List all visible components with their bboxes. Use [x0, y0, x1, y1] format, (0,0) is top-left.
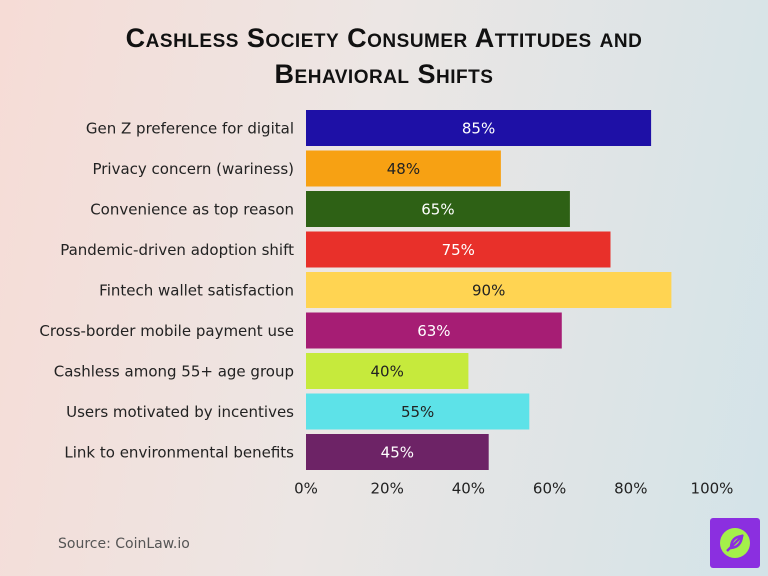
- value-label: 55%: [401, 403, 434, 421]
- y-tick-label: Pandemic-driven adoption shift: [60, 241, 294, 259]
- bar: [306, 434, 489, 470]
- y-tick-label: Fintech wallet satisfaction: [99, 282, 294, 300]
- x-tick-label: 0%: [294, 480, 318, 498]
- value-label: 75%: [442, 241, 475, 259]
- x-tick-label: 100%: [691, 480, 734, 498]
- bar: [306, 231, 611, 268]
- value-label: 85%: [462, 120, 495, 138]
- y-tick-label: Cross-border mobile payment use: [39, 322, 294, 340]
- y-tick-label: Users motivated by incentives: [66, 403, 294, 421]
- y-tick-label: Convenience as top reason: [90, 201, 294, 219]
- bar: [306, 312, 562, 349]
- chart-title: Cashless Society Consumer Attitudes and …: [125, 23, 643, 89]
- value-label: 48%: [387, 160, 420, 178]
- x-tick-label: 40%: [452, 480, 485, 498]
- y-tick-label: Privacy concern (wariness): [92, 160, 294, 178]
- y-tick-label: Link to environmental benefits: [64, 444, 294, 462]
- bar: [306, 353, 469, 389]
- value-label: 90%: [472, 282, 505, 300]
- x-tick-label: 60%: [533, 480, 566, 498]
- y-tick-label: Cashless among 55+ age group: [54, 363, 294, 381]
- x-tick-label: 20%: [371, 480, 404, 498]
- bar: [306, 110, 652, 146]
- x-tick-label: 80%: [614, 480, 647, 498]
- bar: [306, 393, 530, 430]
- source: Source: CoinLaw.io: [58, 536, 190, 552]
- value-label: 63%: [417, 322, 450, 340]
- bar: [306, 191, 570, 227]
- bar: [306, 150, 501, 187]
- logo: [710, 518, 760, 568]
- value-label: 40%: [371, 363, 404, 381]
- bar: [306, 272, 672, 308]
- value-label: 65%: [421, 201, 454, 219]
- y-tick-label: Gen Z preference for digital: [86, 120, 294, 138]
- value-label: 45%: [381, 444, 414, 462]
